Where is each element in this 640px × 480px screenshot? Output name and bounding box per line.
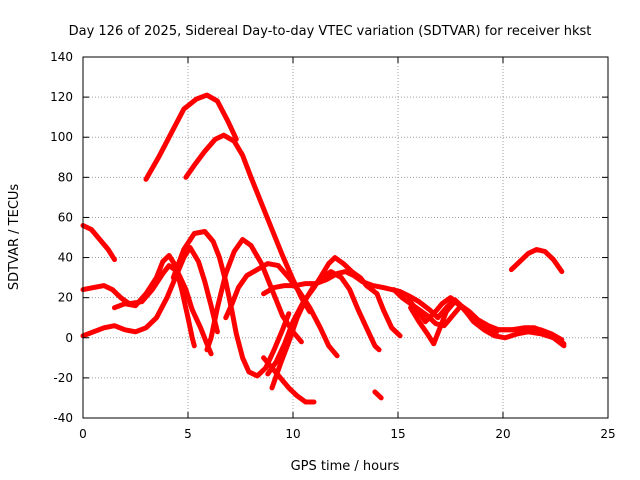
- axis-ticks: 0 5 10 15 20 25 -40 -20 0 20 40 60 80 100 120 140: [50, 50, 616, 441]
- series-line-arc-j: [265, 255, 403, 377]
- series-line-arc-e: [80, 245, 220, 339]
- x-axis-label: GPS time / hours: [291, 459, 400, 474]
- series-line-arc-g: [204, 237, 304, 353]
- y-tick-label: 120: [50, 90, 73, 104]
- y-tick-label: 0: [65, 331, 73, 345]
- chart-title: Day 126 of 2025, Sidereal Day-to-day VTE…: [69, 24, 592, 39]
- series-line-arc-r: [508, 247, 565, 275]
- y-axis-label: SDTVAR / TECUs: [7, 184, 22, 291]
- y-tick-label: 40: [58, 251, 73, 265]
- y-tick-label: 20: [58, 291, 73, 305]
- x-tick-label: 0: [79, 427, 87, 441]
- series-line-arc-m: [261, 355, 317, 405]
- grid: [83, 57, 608, 418]
- y-tick-label: 60: [58, 210, 73, 224]
- y-tick-label: 80: [58, 170, 73, 184]
- x-tick-label: 25: [600, 427, 615, 441]
- series-line-arc-n: [372, 389, 384, 401]
- series-line-arc-a: [143, 92, 239, 182]
- y-tick-label: 140: [50, 50, 73, 64]
- series-line-arc-i: [223, 261, 340, 359]
- series-group: [80, 92, 567, 405]
- series-line-arc-b: [183, 132, 313, 315]
- x-tick-label: 15: [390, 427, 405, 441]
- y-tick-label: -20: [53, 371, 73, 385]
- y-tick-label: -40: [53, 411, 73, 425]
- series-line-arc-f: [112, 253, 197, 349]
- series-line-arc-c: [80, 223, 117, 263]
- series-line-arc-d: [80, 263, 214, 357]
- x-tick-label: 20: [495, 427, 510, 441]
- series-line-arc-q: [406, 295, 565, 343]
- x-tick-label: 10: [285, 427, 300, 441]
- y-tick-label: 100: [50, 130, 73, 144]
- series-line-arc-k: [269, 269, 382, 391]
- plot-frame: [82, 56, 609, 419]
- x-tick-label: 5: [184, 427, 192, 441]
- series-line-arc-h: [170, 229, 292, 379]
